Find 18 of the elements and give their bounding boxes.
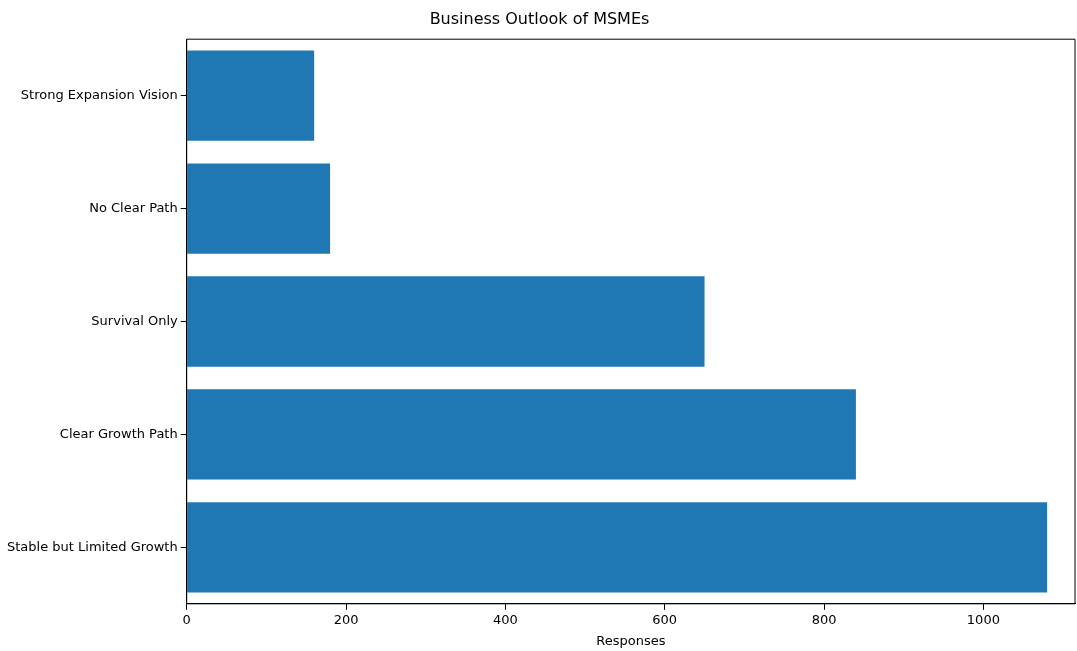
bar [187, 389, 856, 480]
y-tick-label: Survival Only [91, 312, 178, 328]
y-tick-label: Strong Expansion Vision [20, 87, 178, 103]
x-tick-label: 1000 [966, 611, 1000, 627]
x-tick-label: 0 [182, 611, 191, 627]
x-axis-title: Responses [596, 632, 666, 648]
bar [187, 163, 331, 254]
bar [187, 502, 1048, 593]
x-tick-label: 600 [652, 611, 678, 627]
y-tick-label: Clear Growth Path [59, 425, 178, 441]
x-tick-label: 800 [811, 611, 837, 627]
bar [187, 276, 705, 367]
x-tick-label: 200 [333, 611, 359, 627]
bar [187, 50, 315, 141]
x-tick-label: 400 [492, 611, 518, 627]
y-tick-label: No Clear Path [89, 199, 178, 215]
chart-title: Business Outlook of MSMEs [429, 8, 650, 28]
y-tick-label: Stable but Limited Growth [6, 538, 178, 554]
